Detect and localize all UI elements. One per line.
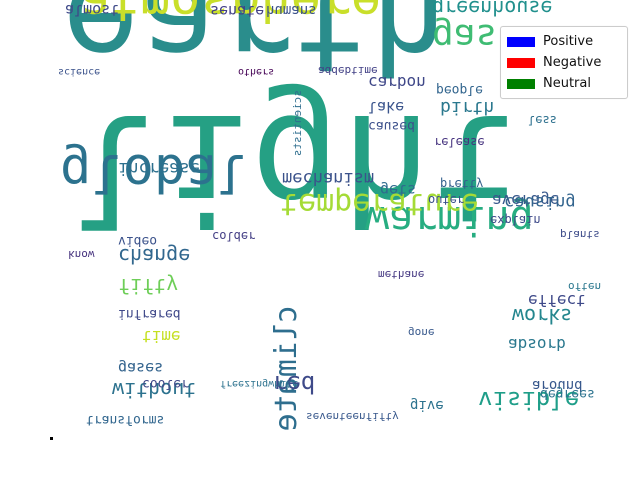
- word-almost: almost: [65, 1, 120, 19]
- word-pretty: pretty: [440, 177, 484, 191]
- word-addebtime: addebtime: [318, 64, 378, 77]
- legend-entry-negative: Negative: [507, 52, 621, 73]
- stray-point-marker: [50, 437, 53, 440]
- word-release: release: [434, 135, 485, 149]
- word-cooler: cooler: [142, 376, 189, 391]
- word-infrared: infrared: [118, 306, 181, 321]
- word-methane: methane: [378, 268, 425, 281]
- word-science: science: [58, 66, 101, 77]
- word-scientists: scientists: [291, 90, 304, 157]
- word-plants: plants: [560, 228, 600, 241]
- word-explain: explain: [490, 213, 541, 227]
- legend-swatch-negative: [507, 57, 535, 68]
- word-freezingwhite: freezingwhite: [220, 378, 299, 389]
- word-gas: gas: [432, 16, 498, 57]
- word-causing: causing: [504, 192, 576, 212]
- word-greenhouse: greenhouse: [432, 0, 553, 20]
- word-caused: caused: [368, 118, 415, 133]
- word-climate: climate: [269, 305, 304, 432]
- word-birth: birth: [440, 97, 495, 118]
- word-outer: outer: [428, 193, 465, 207]
- word-absorb: absorb: [508, 335, 566, 354]
- word-change: change: [118, 244, 191, 268]
- word-less: less: [528, 113, 557, 127]
- word-humans: humans: [266, 2, 317, 18]
- legend-label-neutral: Neutral: [543, 76, 591, 91]
- word-increase: increase: [118, 158, 200, 178]
- word-video: video: [118, 233, 158, 248]
- word-effect: effect: [528, 291, 586, 310]
- legend-entry-positive: Positive: [507, 31, 621, 52]
- word-senate: senate: [210, 2, 265, 20]
- word-know: know: [68, 248, 95, 261]
- legend-entry-neutral: Neutral: [507, 73, 621, 94]
- legend-label-negative: Negative: [543, 55, 602, 70]
- chart-legend: Positive Negative Neutral: [500, 26, 628, 99]
- legend-swatch-neutral: [507, 78, 535, 89]
- word-gets: gets: [380, 181, 417, 199]
- word-lake: lake: [368, 98, 405, 116]
- word-time: time: [142, 327, 181, 346]
- word-seventeenfifty: seventeenfifty: [306, 410, 399, 423]
- word-gone: gone: [408, 326, 435, 339]
- word-transforms: transforms: [86, 412, 165, 427]
- word-fifty: fifty: [118, 274, 179, 298]
- word-degrees: degrees: [540, 386, 595, 401]
- word-people: people: [436, 82, 483, 97]
- word-often: often: [568, 280, 602, 293]
- legend-swatch-positive: [507, 36, 535, 47]
- legend-label-positive: Positive: [543, 34, 594, 49]
- word-gases: gases: [118, 359, 164, 377]
- word-give: give: [410, 397, 444, 413]
- word-mechanism: mechanism: [282, 168, 375, 188]
- word-colder: colder: [212, 229, 256, 243]
- word-others: others: [238, 66, 275, 77]
